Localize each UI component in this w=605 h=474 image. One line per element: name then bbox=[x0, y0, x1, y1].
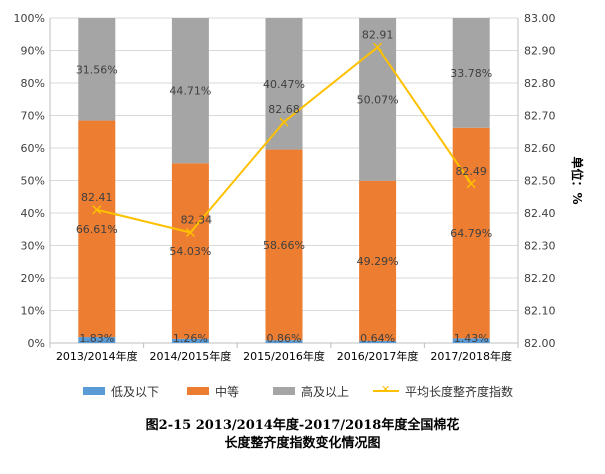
line-marker bbox=[185, 227, 195, 238]
y-right-tick-label: 82.30 bbox=[524, 240, 556, 253]
y-right-tick-label: 83.00 bbox=[524, 12, 556, 25]
y-right-tick-label: 82.80 bbox=[524, 77, 556, 90]
bar-data-label: 66.61% bbox=[76, 223, 118, 236]
bar-low bbox=[265, 340, 303, 343]
bar-medium bbox=[78, 120, 116, 338]
legend-label-high: 高及以上 bbox=[301, 384, 350, 399]
y-right-tick-label: 82.60 bbox=[524, 142, 556, 155]
bar-high bbox=[359, 18, 397, 181]
y-right-tick-label: 82.40 bbox=[524, 207, 556, 220]
legend-item-high: 高及以上 bbox=[273, 381, 349, 401]
y-left-tick-label: 60% bbox=[21, 142, 45, 155]
bar-low bbox=[171, 338, 209, 343]
bar-data-label: 50.07% bbox=[357, 93, 399, 106]
line-data-label: 82.91 bbox=[362, 28, 394, 41]
bar-data-label: 1.43% bbox=[454, 332, 489, 345]
line-data-label: 82.49 bbox=[455, 165, 487, 178]
legend-item-medium: 中等 bbox=[187, 381, 239, 401]
bar-data-label: 0.86% bbox=[267, 332, 302, 345]
y-left-tick-label: 70% bbox=[21, 110, 45, 123]
line-data-label: 82.68 bbox=[268, 103, 300, 116]
legend-swatch-medium bbox=[187, 387, 209, 395]
line-marker bbox=[279, 117, 289, 127]
y-right-tick-label: 82.20 bbox=[524, 272, 556, 285]
x-tick-label: 2016/2017年度 bbox=[337, 349, 419, 363]
bar-data-label: 44.71% bbox=[169, 85, 211, 98]
bar-medium bbox=[265, 149, 303, 341]
legend-label-line: 平均长度整齐度指数 bbox=[405, 384, 514, 399]
x-tick-label: 2017/2018年度 bbox=[430, 349, 512, 363]
bar-medium bbox=[359, 180, 397, 341]
bar-data-label: 1.83% bbox=[79, 332, 114, 345]
bar-data-label: 33.78% bbox=[450, 67, 492, 80]
y-right-tick-label: 82.00 bbox=[524, 337, 556, 350]
bar-low bbox=[78, 337, 116, 343]
y-left-tick-label: 80% bbox=[21, 77, 45, 90]
bar-high bbox=[171, 18, 209, 164]
bar-data-label: 0.64% bbox=[360, 332, 395, 345]
bar-data-label: 58.66% bbox=[263, 239, 305, 252]
legend-swatch-high bbox=[273, 387, 295, 395]
bar-high bbox=[78, 18, 116, 121]
bar-medium bbox=[452, 127, 490, 339]
y-right-axis-label: 单位：% bbox=[570, 156, 585, 204]
legend-label-medium: 中等 bbox=[215, 384, 240, 399]
y-left-tick-label: 50% bbox=[21, 175, 45, 188]
x-tick-label: 2015/2016年度 bbox=[243, 349, 325, 363]
bar-data-label: 31.56% bbox=[76, 63, 118, 76]
legend: 低及以下 中等 高及以上 ✕ 平均长度整齐度指数 bbox=[0, 381, 605, 401]
bar-high bbox=[452, 18, 490, 128]
y-left-tick-label: 0% bbox=[28, 337, 45, 350]
y-right-tick-label: 82.70 bbox=[524, 110, 556, 123]
bar-data-label: 54.03% bbox=[169, 245, 211, 258]
figure-caption-line2: 长度整齐度指数变化情况图 bbox=[224, 436, 381, 451]
x-tick-label: 2013/2014年度 bbox=[56, 349, 138, 363]
y-left-tick-label: 100% bbox=[14, 12, 45, 25]
line-marker bbox=[92, 205, 102, 215]
legend-label-low: 低及以下 bbox=[111, 384, 160, 399]
line-marker bbox=[466, 179, 476, 189]
bar-data-label: 40.47% bbox=[263, 78, 305, 91]
figure-caption-line1: 图2-15 2013/2014年度-2017/2018年度全国棉花 bbox=[145, 418, 460, 433]
y-left-tick-label: 40% bbox=[21, 207, 45, 220]
line-marker bbox=[373, 42, 383, 52]
bar-low bbox=[452, 338, 490, 343]
y-left-tick-label: 20% bbox=[21, 272, 45, 285]
bar-medium bbox=[171, 163, 209, 339]
line-data-label: 82.41 bbox=[81, 191, 113, 204]
x-tick-label: 2014/2015年度 bbox=[150, 349, 232, 363]
line-data-label: 82.34 bbox=[181, 214, 213, 227]
y-left-tick-label: 90% bbox=[21, 45, 45, 58]
legend-swatch-low bbox=[83, 387, 105, 395]
legend-swatch-line: ✕ bbox=[373, 383, 399, 397]
bar-data-label: 1.26% bbox=[173, 332, 208, 345]
y-left-tick-label: 30% bbox=[21, 240, 45, 253]
y-right-tick-label: 82.50 bbox=[524, 175, 556, 188]
y-left-tick-label: 10% bbox=[21, 305, 45, 318]
bar-high bbox=[265, 18, 303, 150]
bar-data-label: 49.29% bbox=[357, 255, 399, 268]
legend-item-low: 低及以下 bbox=[83, 381, 159, 401]
bar-data-label: 64.79% bbox=[450, 227, 492, 240]
y-right-tick-label: 82.90 bbox=[524, 45, 556, 58]
y-right-tick-label: 82.10 bbox=[524, 305, 556, 318]
bar-low bbox=[359, 340, 397, 343]
chart-svg: 0% 10% 20% 30% 40% 50% 60% 70% 80% 90% 100% 82.00 82… bbox=[14, 12, 585, 363]
legend-item-line: ✕ 平均长度整齐度指数 bbox=[373, 381, 513, 401]
